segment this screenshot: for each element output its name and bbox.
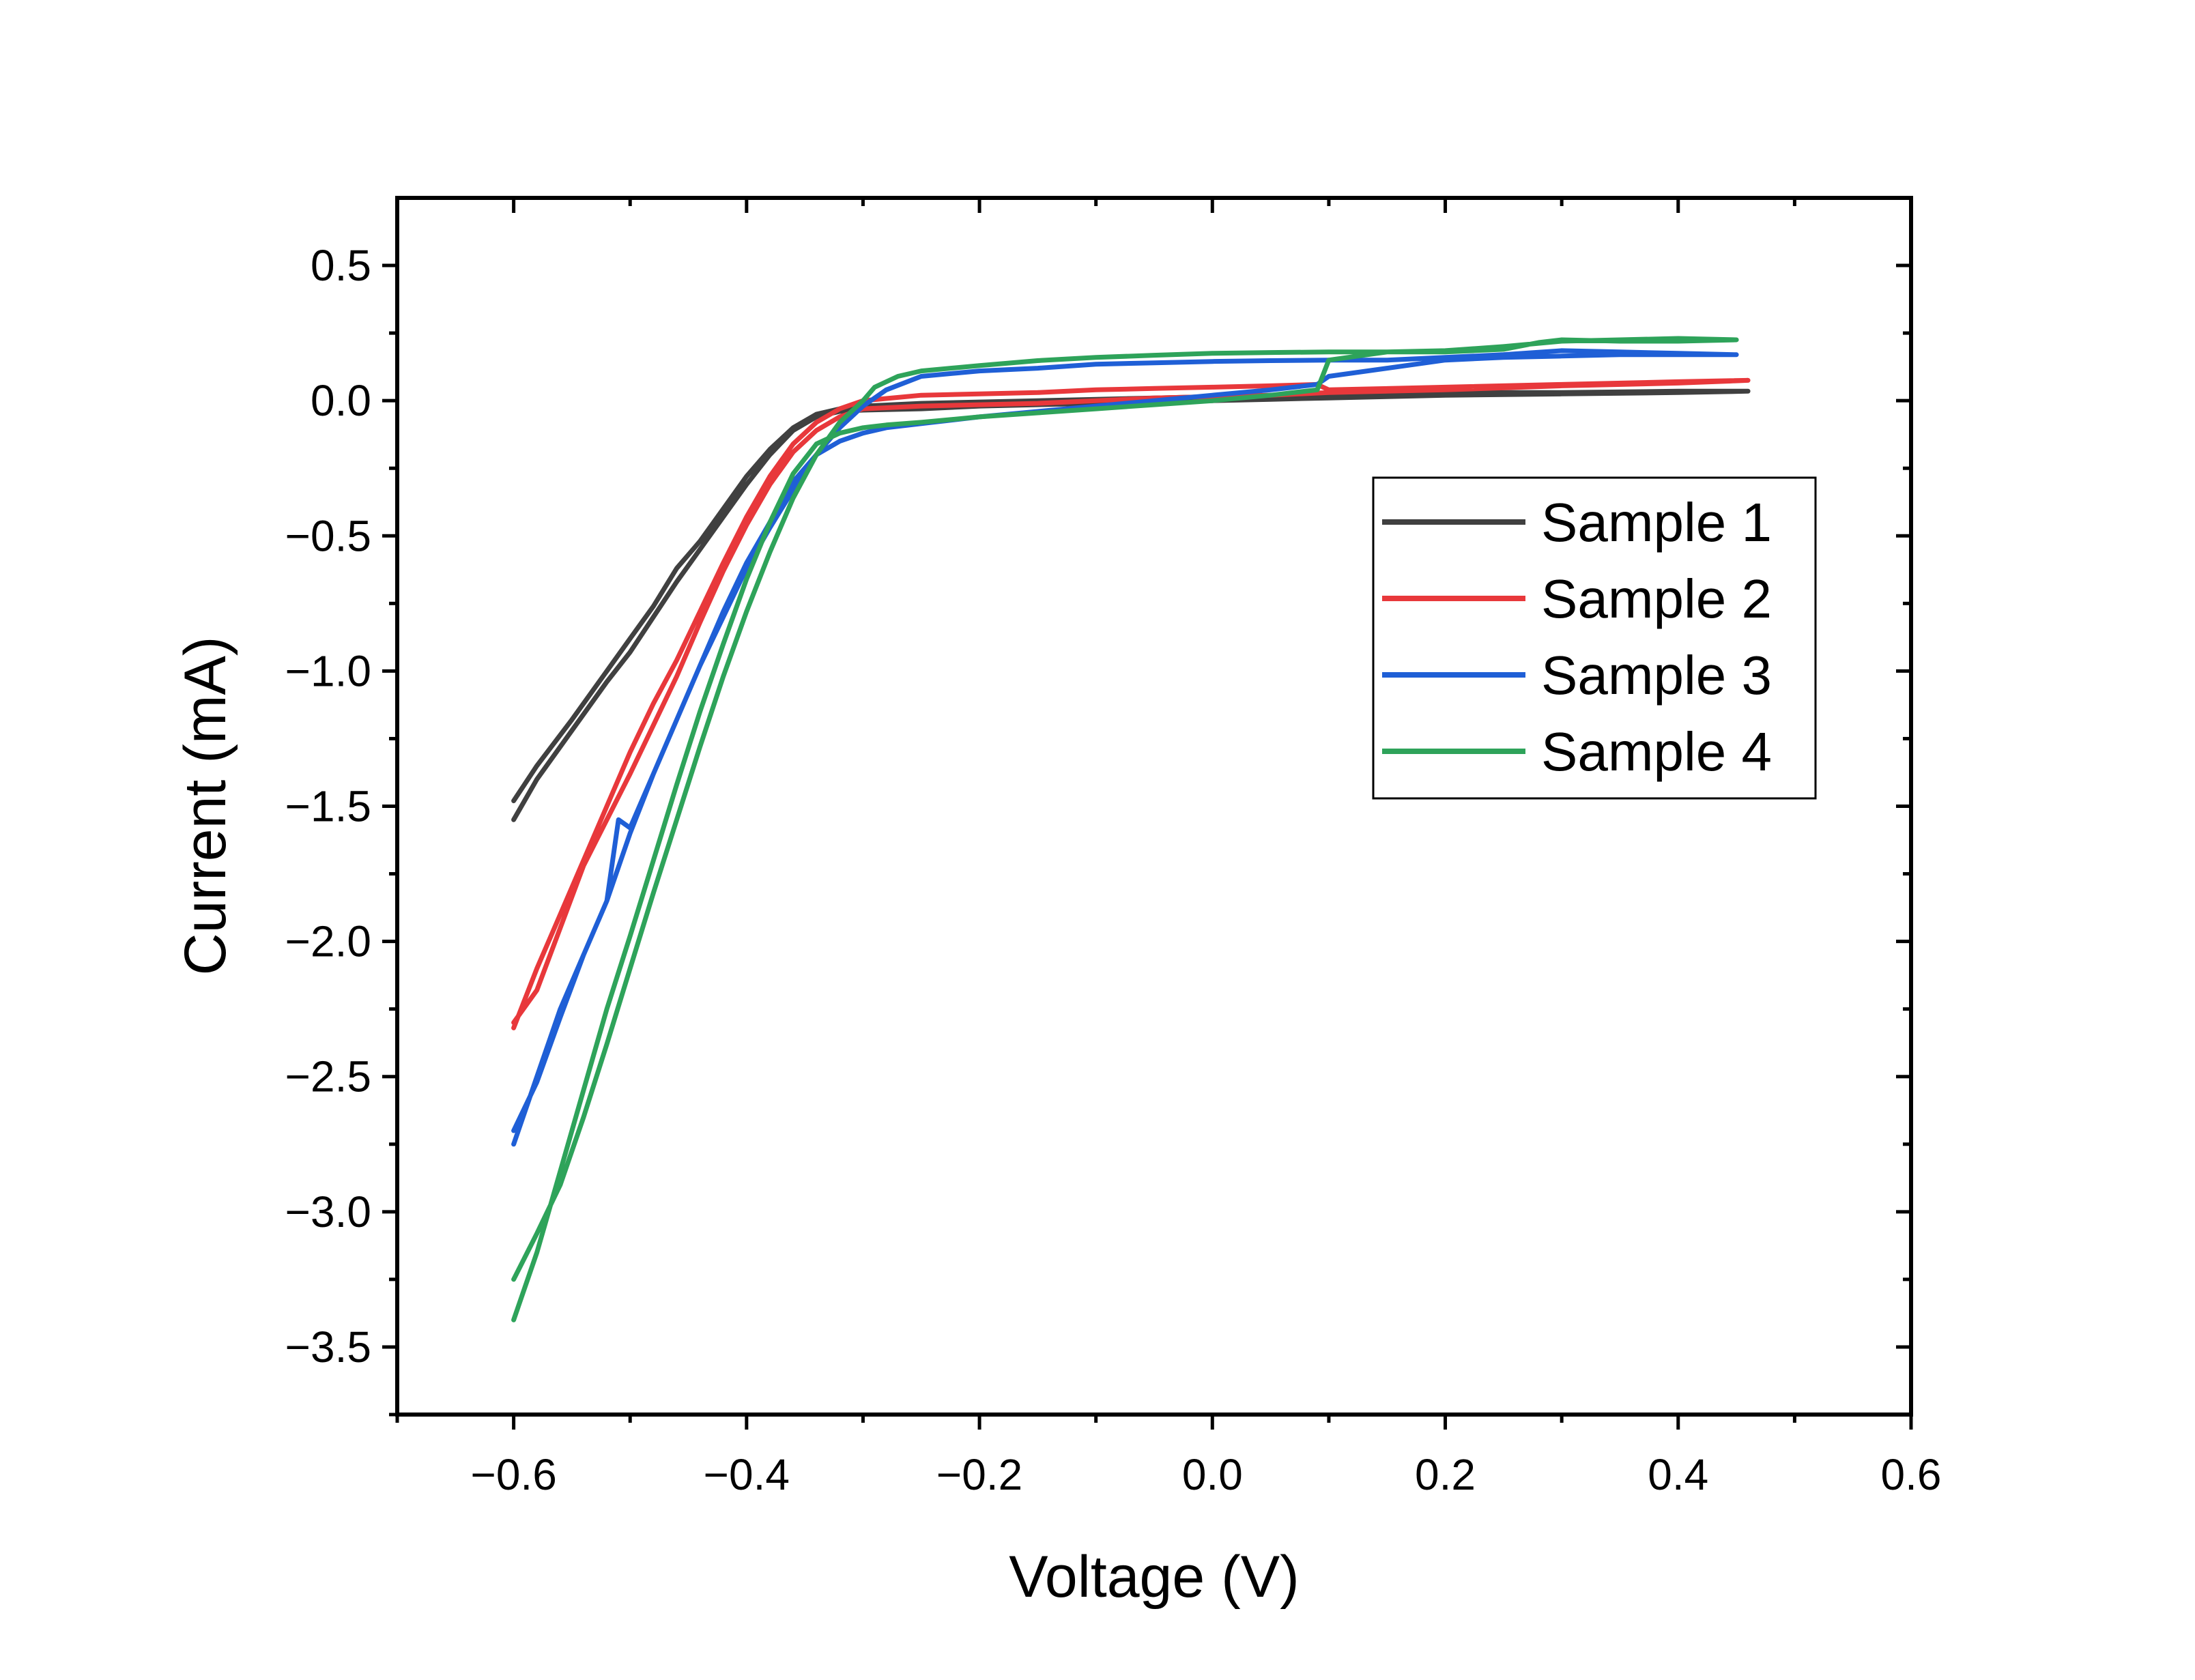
x-tick-label: −0.2	[936, 1450, 1022, 1499]
legend: Sample 1 Sample 2 Sample 3 Sample 4	[1372, 476, 1817, 800]
y-axis-title: Current (mA)	[173, 637, 238, 976]
tick-label-layer: −0.6 −0.4 −0.2 0.0 0.2 0.4 0.6 0.5 0.0 −0.5 −1.0 −1…	[285, 241, 1942, 1499]
x-tick-label: 0.0	[1182, 1450, 1243, 1499]
x-tick-label: 0.4	[1648, 1450, 1708, 1499]
x-tick-label: 0.2	[1415, 1450, 1476, 1499]
series-line-4	[511, 336, 1739, 1322]
x-tick-label: −0.4	[704, 1450, 790, 1499]
legend-items: Sample 1 Sample 2 Sample 3 Sample 4	[1382, 492, 1772, 782]
y-tick-label: −3.0	[285, 1187, 371, 1236]
x-tick-label: 0.6	[1881, 1450, 1942, 1499]
y-tick-label: −2.5	[285, 1052, 371, 1101]
y-tick-label: 0.0	[311, 376, 371, 425]
tick-layer	[382, 198, 1913, 1430]
series-layer	[511, 336, 1751, 1322]
x-axis-title: Voltage (V)	[1009, 1544, 1299, 1610]
series-line-1	[511, 388, 1751, 822]
y-tick-label: −3.5	[285, 1322, 371, 1372]
legend-label-1: Sample 1	[1541, 492, 1772, 553]
x-tick-label: −0.6	[470, 1450, 556, 1499]
legend-box	[1372, 476, 1817, 800]
y-tick-label: −0.5	[285, 511, 371, 560]
legend-label-2: Sample 2	[1541, 568, 1772, 629]
y-tick-label: −1.5	[285, 782, 371, 831]
series-line-2	[511, 377, 1751, 1030]
legend-label-3: Sample 3	[1541, 645, 1772, 706]
y-tick-label: −1.0	[285, 646, 371, 695]
legend-label-4: Sample 4	[1541, 721, 1772, 782]
y-tick-label: 0.5	[311, 241, 371, 290]
y-tick-label: −2.0	[285, 917, 371, 966]
